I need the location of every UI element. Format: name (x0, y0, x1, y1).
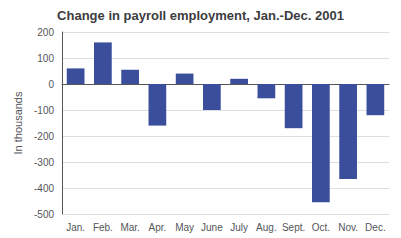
svg-text:-100: -100 (34, 105, 54, 116)
svg-text:-500: -500 (34, 209, 54, 220)
svg-text:0: 0 (48, 79, 54, 90)
svg-text:-200: -200 (34, 131, 54, 142)
svg-text:July: July (230, 222, 248, 233)
svg-text:100: 100 (37, 53, 54, 64)
svg-text:-300: -300 (34, 157, 54, 168)
svg-text:-400: -400 (34, 183, 54, 194)
svg-text:Jan.: Jan. (66, 222, 85, 233)
svg-text:Change in payroll employment,: Change in payroll employment, Jan.-Dec. … (57, 8, 344, 23)
svg-text:June: June (201, 222, 223, 233)
svg-text:Oct.: Oct. (312, 222, 330, 233)
svg-text:Nov.: Nov. (338, 222, 358, 233)
svg-text:Dec.: Dec. (365, 222, 386, 233)
svg-text:Sept.: Sept. (282, 222, 305, 233)
svg-text:200: 200 (37, 27, 54, 38)
svg-text:May: May (175, 222, 194, 233)
svg-text:Mar.: Mar. (120, 222, 139, 233)
svg-text:Feb.: Feb. (93, 222, 113, 233)
svg-text:Apr.: Apr. (148, 222, 166, 233)
svg-text:Aug.: Aug. (256, 222, 277, 233)
svg-text:In thousands: In thousands (12, 91, 24, 154)
